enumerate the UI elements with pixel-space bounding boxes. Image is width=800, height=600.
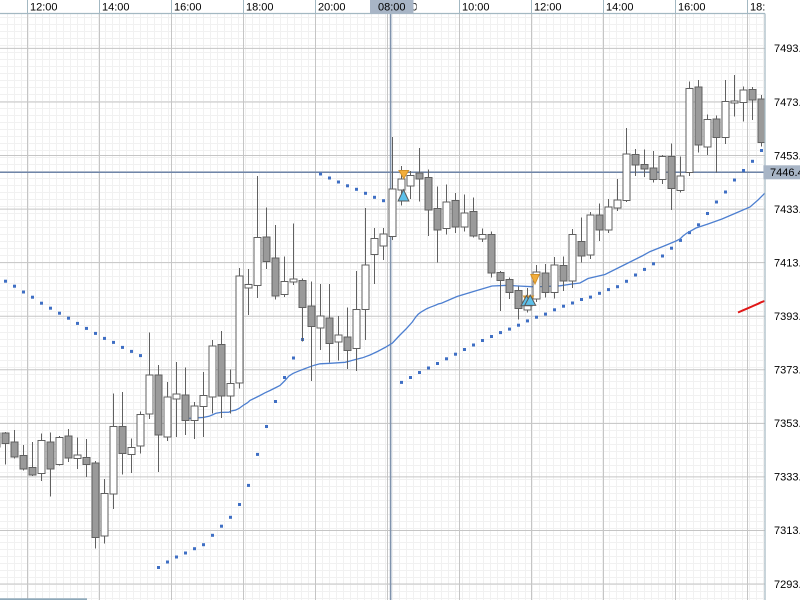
svg-text:20:00: 20:00 xyxy=(318,1,346,13)
svg-text:16:00: 16:00 xyxy=(174,1,202,13)
svg-text:18:00: 18:00 xyxy=(750,1,778,13)
svg-text:10:00: 10:00 xyxy=(462,1,490,13)
svg-text:7293.: 7293. xyxy=(774,579,800,591)
svg-text:7453.: 7453. xyxy=(774,150,800,162)
svg-text:7353.: 7353. xyxy=(774,418,800,430)
svg-text:12:00: 12:00 xyxy=(30,1,58,13)
svg-text:14:00: 14:00 xyxy=(102,1,130,13)
svg-text:12:00: 12:00 xyxy=(534,1,562,13)
svg-text:7446.4: 7446.4 xyxy=(770,167,800,179)
svg-text:08:00: 08:00 xyxy=(378,1,406,13)
svg-text:7333.: 7333. xyxy=(774,472,800,484)
svg-text:16:00: 16:00 xyxy=(678,1,706,13)
svg-text:7393.: 7393. xyxy=(774,311,800,323)
svg-text:7313.: 7313. xyxy=(774,525,800,537)
svg-text:18:00: 18:00 xyxy=(246,1,274,13)
svg-text:7413.: 7413. xyxy=(774,257,800,269)
svg-text:7493.: 7493. xyxy=(774,43,800,55)
svg-text:7373.: 7373. xyxy=(774,365,800,377)
svg-text:7433.: 7433. xyxy=(774,204,800,216)
svg-text:14:00: 14:00 xyxy=(606,1,634,13)
svg-text:7473.: 7473. xyxy=(774,97,800,109)
